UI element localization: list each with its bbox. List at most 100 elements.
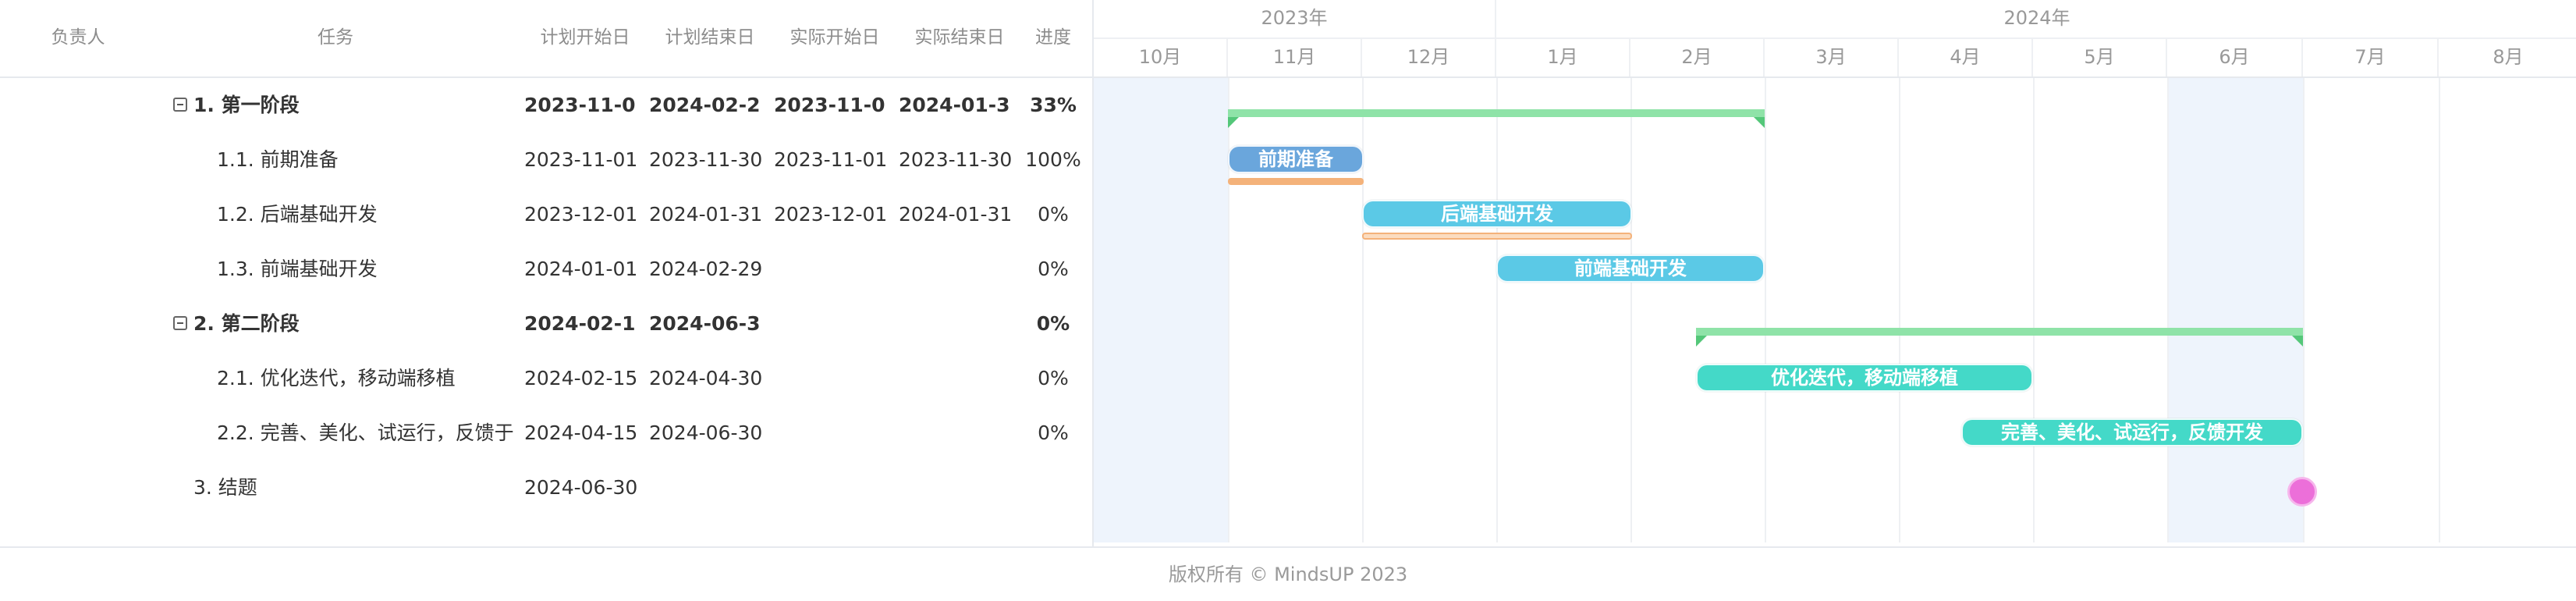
header-actual-start[interactable]: 实际开始日 [789,27,880,48]
task-bar[interactable]: 完善、美化、试运行，反馈开发 [1961,418,2303,446]
plan-end: 2023-11-30 [649,148,763,171]
actual-start [774,297,891,351]
month-label: 11月 [1228,37,1362,76]
actual-end [899,297,1016,351]
task-bar[interactable]: 前端基础开发 [1496,254,1765,283]
header-task[interactable]: 任务 [318,27,353,48]
copyright-footer: 版权所有 © MindsUP 2023 [0,546,2576,601]
phase-summary-bar[interactable] [1696,328,2303,347]
task-bar[interactable]: 后端基础开发 [1362,200,1632,228]
task-name: 1.2. 后端基础开发 [217,203,378,226]
plan-end [649,461,766,515]
grid-line [1765,78,1766,542]
actual-start: 2023-11-01 [774,148,888,171]
plan-end: 2024-02-29 [649,258,763,280]
actual-progress-bar [1362,233,1632,240]
task-table: 负责人 任务 计划开始日 计划结束日 实际开始日 实际结束日 进度 1. 第一阶… [0,0,1092,546]
actual-end [899,406,1016,461]
grid-line [2303,78,2305,542]
plan-start: 2024-06-30 [524,476,638,499]
month-label: 12月 [1362,37,1496,76]
table-row[interactable]: 1.1. 前期准备 2023-11-01 2023-11-30 2023-11-… [0,133,1092,187]
progress: 0% [1036,312,1070,335]
month-label: 4月 [1899,37,2033,76]
collapse-icon[interactable] [173,98,187,112]
actual-end [899,242,1016,297]
month-label: 1月 [1496,37,1630,76]
table-row[interactable]: 2.2. 完善、美化、试运行，反馈于 2024-04-15 2024-06-30… [0,406,1092,461]
actual-end [899,461,1016,515]
actual-start [774,242,891,297]
year-header: 2023年 2024年 [1094,0,2576,39]
month-label: 5月 [2033,37,2167,76]
plan-start: 2023-11-0 [524,94,636,116]
actual-start [774,461,891,515]
grid-line [2033,78,2035,542]
grid-line [1630,78,1632,542]
grid-line [1228,78,1229,542]
plan-end: 2024-04-30 [649,367,763,389]
grid-line [2439,78,2440,542]
actual-start: 2023-11-0 [774,94,885,116]
column-highlight [1094,78,1228,542]
grid-line [1362,78,1364,542]
table-header: 负责人 任务 计划开始日 计划结束日 实际开始日 实际结束日 进度 [0,0,1092,78]
month-label: 6月 [2167,37,2303,76]
milestone-marker[interactable] [2287,477,2317,507]
plan-end: 2024-06-30 [649,421,763,444]
phase-summary-bar[interactable] [1228,109,1765,128]
progress: 0% [1038,203,1069,226]
grid-line [1496,78,1498,542]
plan-start: 2024-02-1 [524,312,636,335]
header-progress[interactable]: 进度 [1035,27,1071,48]
task-name: 1.3. 前端基础开发 [217,258,378,280]
progress [1022,461,1084,515]
plan-start: 2023-11-01 [524,148,638,171]
actual-end: 2024-01-31 [899,203,1013,226]
header-plan-start[interactable]: 计划开始日 [540,27,630,48]
collapse-icon[interactable] [173,316,187,330]
table-row[interactable]: 2. 第二阶段 2024-02-1 2024-06-3 0% [0,297,1092,351]
month-label: 2月 [1630,37,1765,76]
task-bar[interactable]: 前期准备 [1228,145,1364,173]
table-row[interactable]: 3. 结题 2024-06-30 [0,461,1092,515]
task-name: 2.2. 完善、美化、试运行，反馈于 [217,421,514,444]
table-row[interactable]: 2.1. 优化迭代，移动端移植 2024-02-15 2024-04-30 0% [0,351,1092,406]
task-name: 2. 第二阶段 [193,312,300,335]
year-label: 2024年 [2003,7,2070,29]
plan-start: 2024-01-01 [524,258,638,280]
actual-end: 2024-01-3 [899,94,1010,116]
progress: 0% [1038,258,1069,280]
actual-end: 2023-11-30 [899,148,1013,171]
task-name: 1. 第一阶段 [193,94,300,116]
gantt-chart: 负责人 任务 计划开始日 计划结束日 实际开始日 实际结束日 进度 1. 第一阶… [0,0,2576,546]
task-name: 2.1. 优化迭代，移动端移植 [217,367,456,389]
plan-start: 2024-04-15 [524,421,638,444]
timeline-chart[interactable]: 2023年 2024年 10月 11月 12月 1月 2月 3月 4月 5月 6… [1092,0,2576,546]
month-label: 10月 [1094,37,1228,76]
grid-line [1899,78,1900,542]
actual-start: 2023-12-01 [774,203,888,226]
month-header: 10月 11月 12月 1月 2月 3月 4月 5月 6月 7月 8月 [1094,37,2576,78]
plan-end: 2024-01-31 [649,203,763,226]
month-label: 7月 [2303,37,2439,76]
task-bar[interactable]: 优化迭代，移动端移植 [1696,364,2033,392]
progress: 0% [1038,367,1069,389]
table-row[interactable]: 1.2. 后端基础开发 2023-12-01 2024-01-31 2023-1… [0,187,1092,242]
task-name: 3. 结题 [193,476,257,499]
header-owner[interactable]: 负责人 [51,27,105,48]
actual-start [774,406,891,461]
grid-line [2167,78,2169,542]
task-name: 1.1. 前期准备 [217,148,339,171]
progress: 100% [1025,148,1081,171]
progress: 33% [1030,94,1077,116]
header-plan-end[interactable]: 计划结束日 [665,27,755,48]
plan-start: 2023-12-01 [524,203,638,226]
table-row[interactable]: 1.3. 前端基础开发 2024-01-01 2024-02-29 0% [0,242,1092,297]
month-label: 8月 [2493,46,2524,68]
header-actual-end[interactable]: 实际结束日 [914,27,1005,48]
table-row[interactable]: 1. 第一阶段 2023-11-0 2024-02-2 2023-11-0 20… [0,78,1092,133]
month-label: 3月 [1765,37,1899,76]
plan-end: 2024-02-2 [649,94,761,116]
year-label: 2023年 [1094,0,1496,37]
